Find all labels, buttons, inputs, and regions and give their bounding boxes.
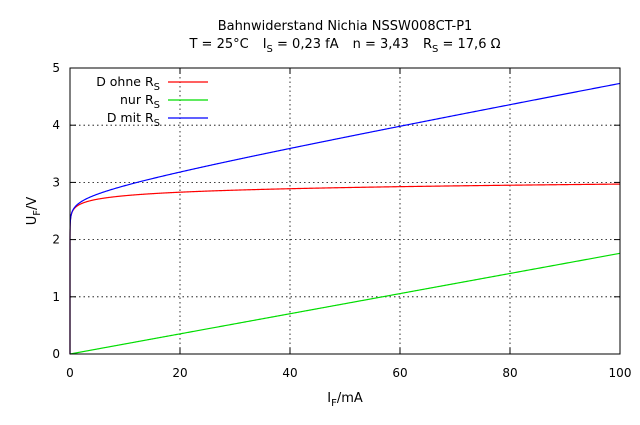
title-rs-symbol: R	[423, 37, 432, 52]
tick-marks	[69, 67, 621, 355]
title-rs-subscript: S	[432, 44, 438, 55]
title-temperature: T = 25°C	[188, 37, 248, 52]
title-is-value: = 0,23 fA	[273, 37, 339, 52]
grid-lines	[70, 68, 620, 354]
title-n: n = 3,43	[353, 37, 409, 52]
x-tick-label: 40	[282, 366, 297, 380]
x-tick-labels: 0 20 40 60 80 100	[66, 366, 631, 380]
series-line-diode	[69, 183, 621, 354]
x-tick-label: 100	[609, 366, 632, 380]
y-tick-label: 0	[52, 347, 60, 361]
y-tick-label: 2	[52, 233, 60, 247]
y-tick-labels: 0 1 2 3 4 5	[52, 61, 60, 361]
series-lines	[69, 82, 621, 355]
chart-title-line1: Bahnwiderstand Nichia NSSW008CT-P1	[218, 19, 473, 34]
series-line-diode-plus-resistor	[69, 82, 621, 354]
y-tick-label: 5	[52, 61, 60, 75]
title-is-symbol: I	[263, 37, 267, 52]
x-tick-label: 60	[392, 366, 407, 380]
chart-title-line2: T = 25°C IS = 0,23 fA n = 3,43 RS = 17,6 Ω	[188, 37, 500, 55]
legend-entry-label: D ohne RS	[96, 74, 160, 93]
legend-entry-label: nur RS	[120, 92, 160, 111]
y-axis-label: UF/V	[25, 197, 43, 226]
x-tick-label: 80	[502, 366, 517, 380]
series-line-resistor	[69, 252, 621, 355]
x-axis-label: IF/mA	[327, 391, 363, 409]
legend-entry-label: D mit RS	[107, 110, 160, 129]
title-rs-value: = 17,6 Ω	[438, 37, 500, 52]
y-tick-label: 3	[52, 175, 60, 189]
title-is-subscript: S	[267, 44, 273, 55]
x-tick-label: 20	[172, 366, 187, 380]
x-tick-label: 0	[66, 366, 74, 380]
y-tick-label: 1	[52, 290, 60, 304]
plot-frame	[69, 67, 621, 355]
y-tick-label: 4	[52, 118, 60, 132]
